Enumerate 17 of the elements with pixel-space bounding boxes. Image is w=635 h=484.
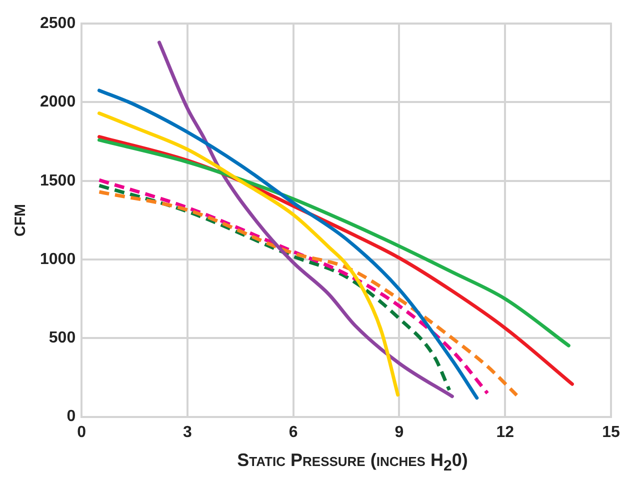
line-series [157,40,454,398]
x-tick-label: 9 [394,424,404,441]
y-tick-label: 1500 [40,172,76,190]
line-series [97,88,479,400]
y-tick-label: 2000 [40,94,76,111]
y-tick-label: 0 [66,408,76,426]
y-tick-label: 1000 [40,250,76,268]
x-tick-label: 15 [602,424,620,441]
x-tick-label: 6 [288,424,298,441]
x-tick-label: 3 [183,424,192,441]
x-axis-title: Static Pressure (inches H$_{2}$0) [236,450,469,475]
line-series [97,138,570,348]
x-tick-label: 12 [496,424,514,441]
y-tick-label: 500 [48,330,76,347]
line-series [97,112,400,397]
y-axis-title: CFM [12,204,30,236]
y-tick-label: 2500 [40,15,76,32]
